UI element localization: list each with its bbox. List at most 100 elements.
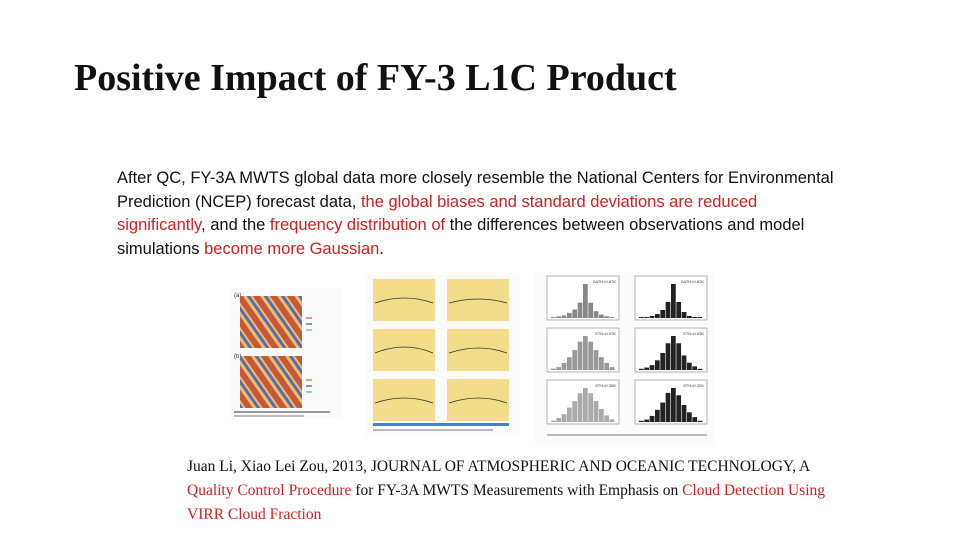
citation-highlight: Quality Control Procedure bbox=[187, 482, 352, 499]
histogram-label: SATH=0.87K bbox=[593, 279, 616, 284]
profile-figure bbox=[365, 275, 520, 435]
histogram-bar bbox=[687, 362, 692, 370]
caption-line bbox=[373, 429, 493, 431]
summary-highlight: become more Gaussian bbox=[204, 239, 380, 258]
histogram-bar bbox=[639, 420, 644, 422]
histogram-bar bbox=[676, 343, 682, 370]
histogram-bar bbox=[681, 405, 687, 422]
summary-highlight: the global biases and standard deviation… bbox=[117, 192, 758, 235]
histogram-bar bbox=[655, 409, 660, 422]
histogram-bar bbox=[681, 312, 687, 318]
histogram-bar bbox=[692, 317, 698, 318]
histogram-label: STH=0.35K bbox=[595, 383, 616, 388]
histogram-bar bbox=[655, 314, 660, 318]
histogram-bar bbox=[604, 362, 610, 370]
histogram-bar bbox=[697, 317, 703, 318]
histogram-bar bbox=[639, 317, 644, 318]
histogram-bar bbox=[687, 412, 692, 422]
summary-text: After QC, FY-3A MWTS global data more cl… bbox=[117, 169, 834, 211]
histogram-bar bbox=[599, 408, 604, 422]
histogram-bar bbox=[583, 388, 588, 422]
histogram-bar bbox=[649, 365, 655, 370]
histogram-bar bbox=[676, 395, 682, 422]
histogram-bar bbox=[609, 419, 615, 422]
histogram-bar bbox=[567, 357, 572, 370]
histogram-bar bbox=[660, 353, 666, 370]
histogram-label: STH=0.97K bbox=[595, 331, 616, 336]
histogram-bar bbox=[609, 317, 615, 318]
summary-highlight: frequency distribution of bbox=[269, 216, 446, 234]
histogram-bar bbox=[572, 401, 578, 422]
histogram-bar bbox=[692, 417, 698, 422]
histogram-bar bbox=[556, 418, 562, 422]
histogram-bar bbox=[599, 314, 604, 318]
histogram-label: STH=0.32K bbox=[683, 383, 704, 388]
histogram-bar bbox=[588, 393, 594, 422]
histogram-bar bbox=[588, 302, 594, 318]
panel-b-label: (b) bbox=[234, 354, 241, 360]
histogram-bar bbox=[660, 402, 666, 422]
histogram-bar bbox=[556, 367, 562, 370]
map-panel-b bbox=[240, 356, 302, 408]
histogram-bar bbox=[551, 317, 556, 318]
histogram-bar bbox=[665, 392, 671, 422]
histogram-bar bbox=[577, 393, 583, 422]
histogram-bar bbox=[681, 355, 687, 370]
histogram-bar bbox=[577, 302, 583, 318]
profile-panels bbox=[373, 279, 509, 421]
legend-a bbox=[306, 317, 312, 331]
histogram-bar bbox=[583, 284, 588, 318]
histogram-bar bbox=[599, 357, 604, 370]
histogram-bar bbox=[655, 360, 660, 370]
histogram-bar bbox=[676, 302, 682, 318]
histogram-bar bbox=[697, 368, 703, 370]
histogram-bar bbox=[604, 316, 610, 318]
histogram-bar bbox=[644, 419, 650, 422]
histogram-bar bbox=[588, 341, 594, 370]
histogram-label: STH=0.63K bbox=[683, 331, 704, 336]
histogram-bar bbox=[671, 284, 676, 318]
histogram-bar bbox=[671, 388, 676, 422]
slide-title: Positive Impact of FY-3 L1C Product bbox=[74, 57, 677, 99]
histogram-bar bbox=[567, 312, 572, 318]
histogram-figure: SATH=0.87K SATH=0.62K STH=0.97K STH=0.63K ST… bbox=[535, 272, 715, 445]
histogram-bar bbox=[567, 407, 572, 422]
histogram-bar bbox=[671, 336, 676, 370]
summary-text: . bbox=[379, 239, 384, 258]
histogram-bar bbox=[556, 316, 562, 318]
citation-highlight: Cloud Detection Using VIRR Cloud Fractio… bbox=[187, 482, 826, 523]
histogram-bar bbox=[561, 315, 567, 318]
histogram-bar bbox=[572, 309, 578, 318]
legend-b bbox=[306, 379, 312, 393]
histogram-bar bbox=[644, 367, 650, 370]
histogram-label: SATH=0.62K bbox=[681, 279, 704, 284]
histogram-bar bbox=[609, 367, 615, 370]
histogram-bar bbox=[604, 415, 610, 422]
histogram-bar bbox=[593, 311, 599, 318]
histogram-bar bbox=[697, 420, 703, 422]
caption-line bbox=[547, 434, 707, 436]
histogram-bar bbox=[551, 420, 556, 422]
histogram-bar bbox=[551, 368, 556, 370]
summary-text: the differences between observations and… bbox=[117, 216, 805, 258]
histogram-bar bbox=[639, 368, 644, 370]
histogram-bar bbox=[583, 336, 588, 370]
citation: Juan Li, Xiao Lei Zou, 2013, JOURNAL OF … bbox=[187, 455, 837, 527]
global-map-figure: (a) (b) bbox=[230, 288, 342, 418]
caption-line bbox=[234, 415, 304, 417]
summary-text: , and the bbox=[201, 216, 270, 234]
histogram-bar bbox=[593, 350, 599, 370]
histogram-bar bbox=[561, 414, 567, 422]
panel-a-label: (a) bbox=[234, 293, 241, 299]
colorbar bbox=[373, 423, 509, 426]
histogram-bar bbox=[687, 316, 692, 318]
histogram-bar bbox=[572, 350, 578, 370]
histogram-bar bbox=[593, 401, 599, 422]
profile-curves bbox=[374, 297, 508, 404]
histogram-bar bbox=[692, 366, 698, 370]
histogram-bar bbox=[561, 362, 567, 370]
histogram-bar bbox=[665, 302, 671, 318]
histogram-bar bbox=[649, 316, 655, 318]
histogram-bar bbox=[665, 343, 671, 370]
caption-line bbox=[234, 411, 330, 413]
